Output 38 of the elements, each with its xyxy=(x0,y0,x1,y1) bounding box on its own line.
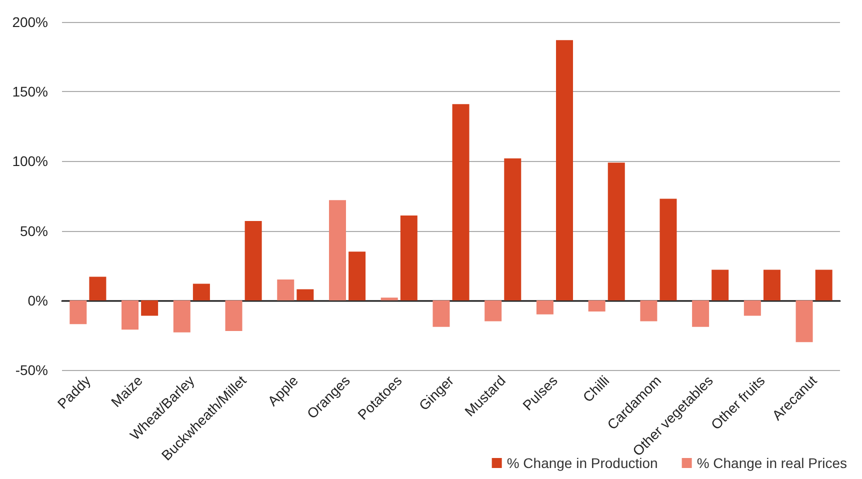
bar xyxy=(432,300,450,327)
bar xyxy=(296,289,314,300)
bar xyxy=(192,284,210,300)
y-tick-label: 150% xyxy=(12,84,48,100)
bar xyxy=(141,300,158,316)
bar xyxy=(70,300,87,324)
bar xyxy=(815,270,832,300)
bar xyxy=(244,221,262,300)
bar xyxy=(536,300,554,314)
bar xyxy=(452,104,470,300)
bar xyxy=(796,300,813,342)
legend-label: % Change in Production xyxy=(506,455,658,471)
bar xyxy=(348,252,366,300)
bar xyxy=(328,200,346,300)
bar xyxy=(763,270,780,300)
bar xyxy=(122,300,139,330)
bar xyxy=(692,300,710,327)
bar xyxy=(173,300,190,332)
bar xyxy=(380,298,398,300)
bar xyxy=(556,40,574,300)
bar xyxy=(588,300,606,312)
legend-label: % Change in real Prices xyxy=(696,455,847,471)
y-tick-label: 200% xyxy=(12,14,48,30)
y-tick-label: -50% xyxy=(15,362,48,378)
bar xyxy=(660,198,677,300)
bar xyxy=(712,270,729,300)
bar xyxy=(640,300,658,322)
bar xyxy=(277,280,294,300)
y-tick-label: 50% xyxy=(20,222,48,239)
bar xyxy=(225,300,242,332)
bar xyxy=(400,215,418,300)
bar xyxy=(608,162,625,300)
y-tick-label: 0% xyxy=(28,292,48,308)
bar xyxy=(504,158,522,300)
bar xyxy=(744,300,761,316)
bar xyxy=(89,276,106,300)
y-tick-label: 100% xyxy=(12,153,48,170)
bar xyxy=(484,300,502,322)
